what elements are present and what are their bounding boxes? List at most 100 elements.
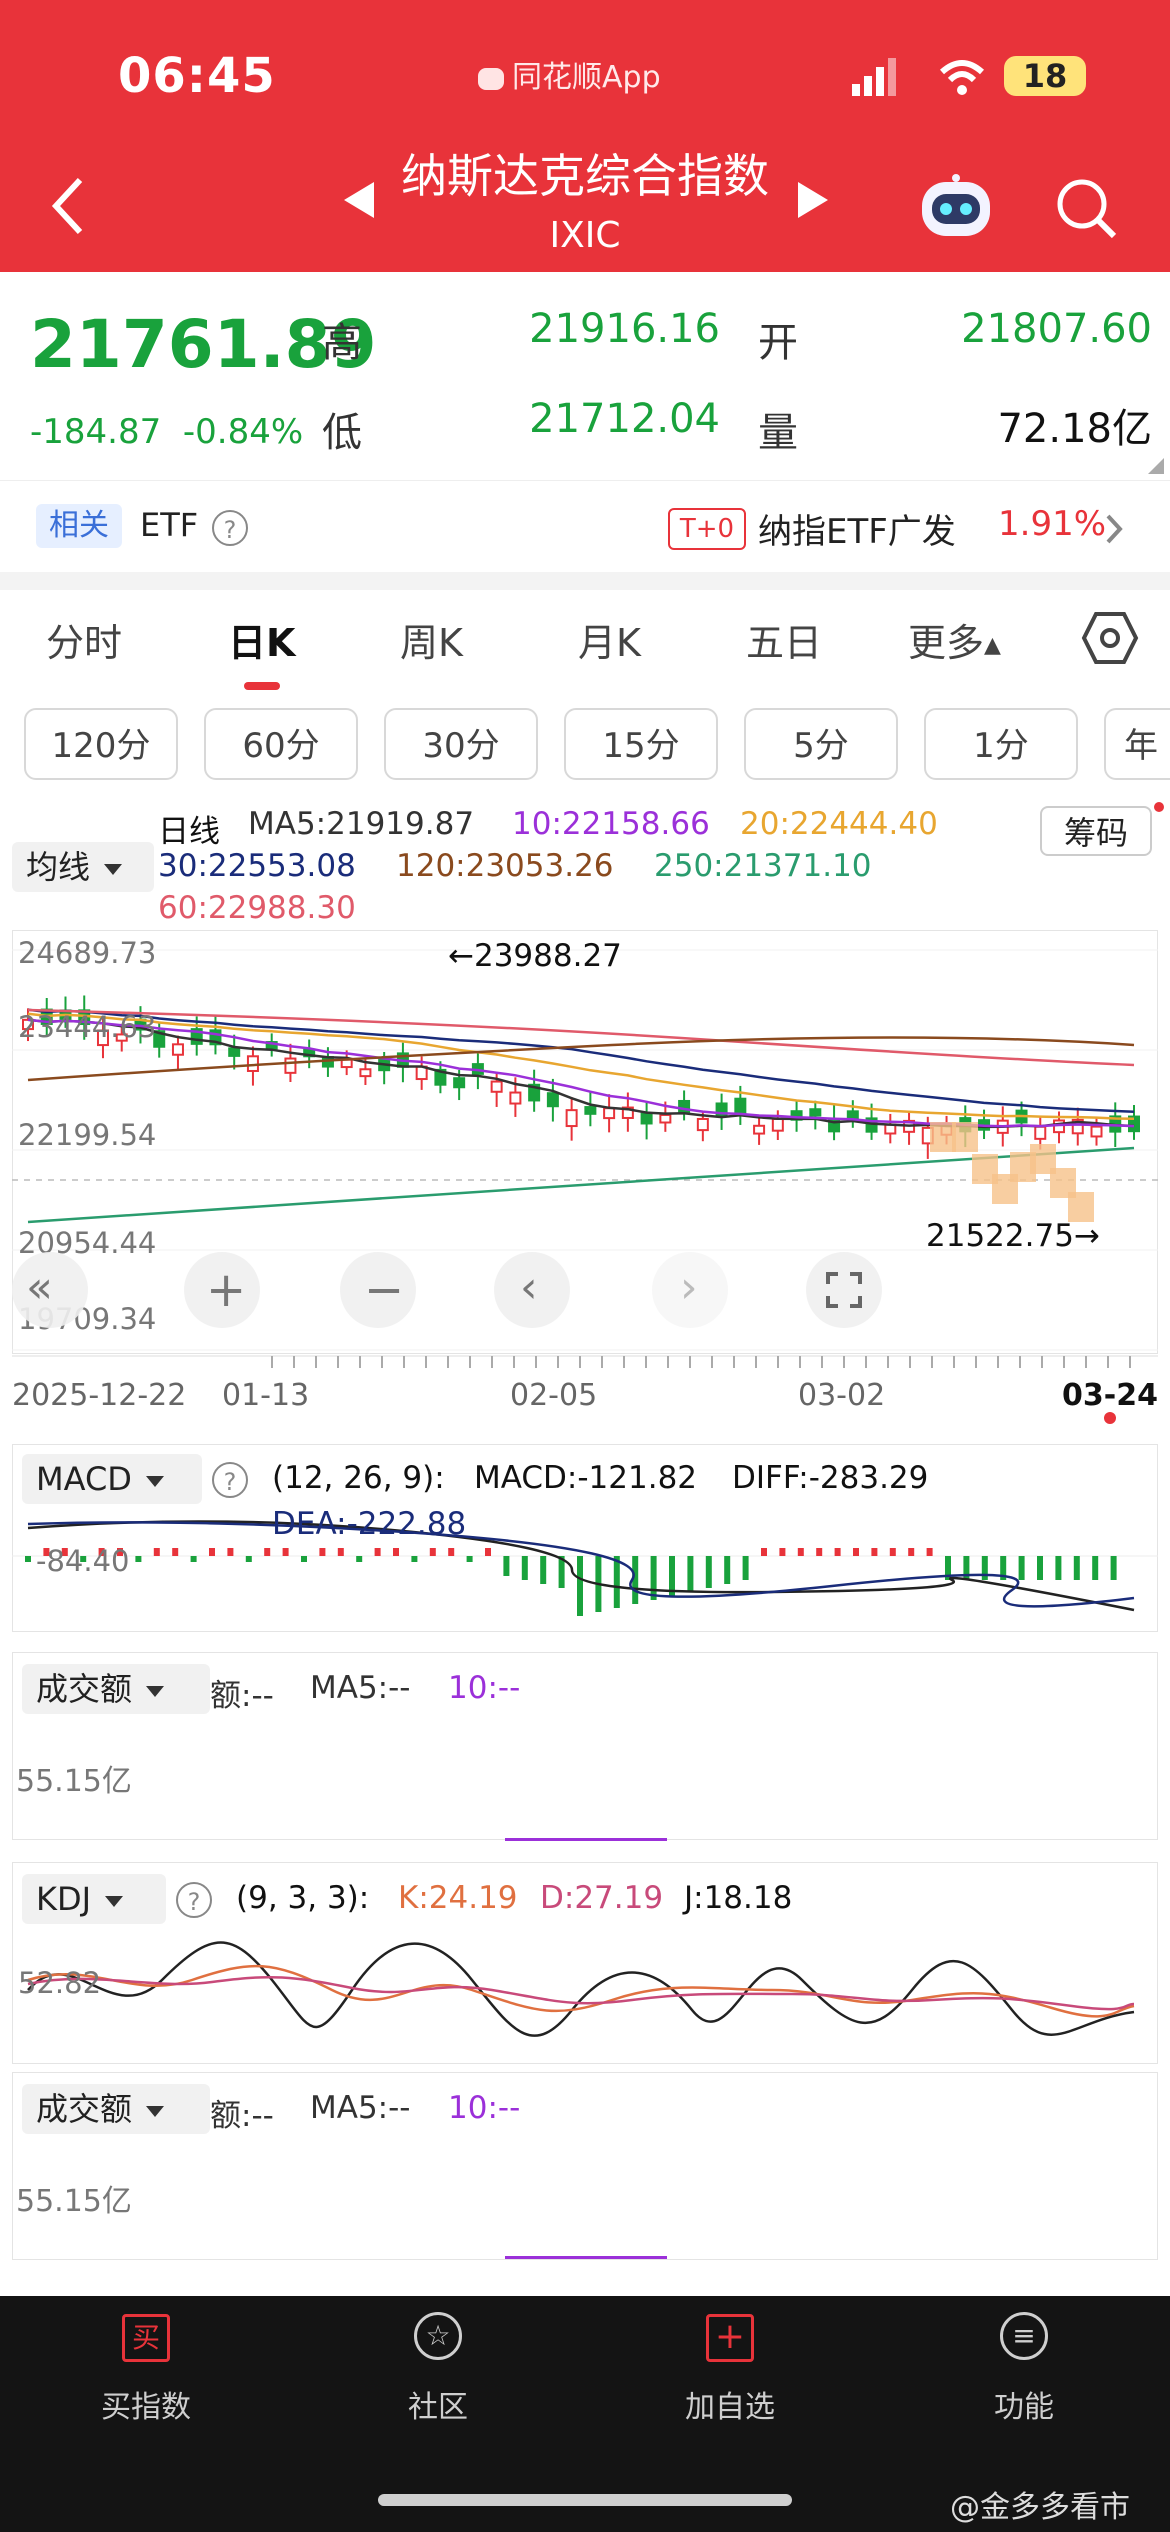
y-label-3: 22199.54 <box>18 1118 157 1152</box>
x-label-1: 2025-12-22 <box>12 1378 187 1413</box>
chip-button[interactable]: 筹码 <box>1040 806 1152 856</box>
kdj-params: (9, 3, 3): <box>236 1880 370 1916</box>
candle <box>771 1117 784 1132</box>
chevron-right-icon[interactable] <box>1104 512 1124 546</box>
ma-selector[interactable]: 均线 <box>12 842 154 892</box>
macd-bar <box>889 1548 896 1556</box>
tab-weekly-k[interactable]: 周K <box>400 621 463 665</box>
nav-add-watchlist[interactable]: 加自选 <box>685 2390 775 2425</box>
macd-bar <box>632 1556 639 1604</box>
low-label: 低 <box>322 410 362 456</box>
change-value: -184.87 <box>30 412 162 452</box>
related-etf-row[interactable] <box>0 480 1170 573</box>
fullscreen-button[interactable] <box>806 1252 882 1328</box>
k-line <box>27 1964 1135 2018</box>
tab-five-day[interactable]: 五日 <box>746 621 823 665</box>
scroll-left-button[interactable] <box>494 1252 570 1328</box>
macd-bar <box>577 1556 583 1616</box>
candle <box>565 1109 578 1128</box>
bottom-nav <box>0 2296 1170 2532</box>
macd-bar <box>1000 1556 1007 1580</box>
macd-bar <box>43 1548 50 1556</box>
y-label-2: 23444.63 <box>18 1010 157 1044</box>
macd-bar <box>61 1548 68 1556</box>
zoom-in-button[interactable] <box>184 1252 260 1328</box>
interval-5m[interactable]: 5分 <box>744 708 898 780</box>
robot-icon[interactable] <box>918 172 994 242</box>
tab-more[interactable]: 更多▲ <box>908 612 1001 667</box>
volume-selector[interactable]: 成交额 <box>22 1664 210 1714</box>
expand-corner-icon[interactable] <box>1146 456 1166 476</box>
ma60-line <box>27 1008 1135 1067</box>
volume2-selector[interactable]: 成交额 <box>22 2084 210 2134</box>
j-value: J:18.18 <box>684 1880 793 1916</box>
caret-down-icon <box>104 863 123 875</box>
help-icon[interactable]: ? <box>212 510 248 546</box>
macd-bar <box>337 1548 344 1556</box>
interval-1m[interactable]: 1分 <box>924 708 1078 780</box>
low-value: 21712.04 <box>529 396 720 442</box>
caret-down-icon <box>145 1475 164 1487</box>
status-app-name: 同花顺App <box>512 60 661 95</box>
macd-bar <box>393 1548 399 1556</box>
macd-panel[interactable] <box>12 1444 1158 1632</box>
scroll-right-button[interactable] <box>652 1252 728 1328</box>
interval-120m[interactable]: 120分 <box>24 708 178 780</box>
fullscreen-icon <box>826 1272 862 1308</box>
interval-15m[interactable]: 15分 <box>564 708 718 780</box>
macd-bar <box>761 1548 767 1556</box>
fund-name[interactable]: 纳指ETF广发 <box>758 512 956 552</box>
macd-chart <box>12 1520 1158 1616</box>
next-index-icon[interactable] <box>798 182 828 218</box>
macd-bar <box>98 1548 105 1556</box>
candle <box>696 1117 709 1132</box>
volume2-ma5: MA5:-- <box>310 2090 411 2126</box>
candle <box>621 1106 634 1119</box>
zoom-out-button[interactable] <box>340 1252 416 1328</box>
kdj-selector[interactable]: KDJ <box>22 1874 166 1924</box>
macd-bar <box>742 1556 749 1580</box>
interval-30m[interactable]: 30分 <box>384 708 538 780</box>
tab-timeshare[interactable]: 分时 <box>46 621 123 665</box>
ma30-legend: 30:22553.08 <box>158 848 356 884</box>
notification-dot <box>1154 802 1164 812</box>
nav-community[interactable]: 社区 <box>408 2390 468 2425</box>
nav-buy-index[interactable]: 买指数 <box>101 2390 191 2425</box>
interval-60m[interactable]: 60分 <box>204 708 358 780</box>
period-label: 日线 <box>158 814 220 850</box>
kdj-panel[interactable] <box>12 1862 1158 2064</box>
candle <box>603 1107 616 1120</box>
macd-selector[interactable]: MACD <box>22 1454 202 1504</box>
etf-label: ETF <box>140 506 199 544</box>
page-subtitle: IXIC <box>549 215 621 256</box>
scroll-left-fast-button[interactable] <box>12 1252 88 1328</box>
ma60-legend: 60:22988.30 <box>158 890 356 926</box>
macd-bar <box>834 1548 841 1556</box>
macd-help-icon[interactable]: ? <box>212 1462 248 1498</box>
tab-monthly-k[interactable]: 月K <box>578 621 641 665</box>
search-icon[interactable] <box>1054 176 1118 240</box>
kline-chart[interactable] <box>12 930 1158 1354</box>
nav-functions[interactable]: 功能 <box>994 2390 1054 2425</box>
macd-params: (12, 26, 9): <box>272 1460 445 1496</box>
prev-index-icon[interactable] <box>344 182 374 218</box>
kdj-help-icon[interactable]: ? <box>176 1882 212 1918</box>
home-indicator[interactable] <box>378 2494 792 2506</box>
back-icon[interactable] <box>48 176 88 236</box>
y-label-1: 24689.73 <box>18 936 157 970</box>
macd-bar <box>356 1556 363 1562</box>
settings-icon[interactable] <box>1080 608 1140 668</box>
open-value: 21807.60 <box>961 306 1152 352</box>
kline-panel[interactable] <box>12 930 1158 1354</box>
tab-daily-k[interactable]: 日K <box>228 621 296 665</box>
max-label: ←23988.27 <box>448 938 622 974</box>
open-label: 开 <box>758 320 798 366</box>
interval-year[interactable]: 年 <box>1104 708 1170 780</box>
candle <box>1034 1125 1047 1140</box>
candle <box>171 1043 184 1056</box>
macd-bar <box>172 1548 179 1556</box>
plus-icon: + <box>206 1262 247 1318</box>
macd-bar <box>1055 1556 1062 1580</box>
page-title: 纳斯达克综合指数 <box>401 149 769 203</box>
volume2-panel[interactable] <box>12 2072 1158 2260</box>
